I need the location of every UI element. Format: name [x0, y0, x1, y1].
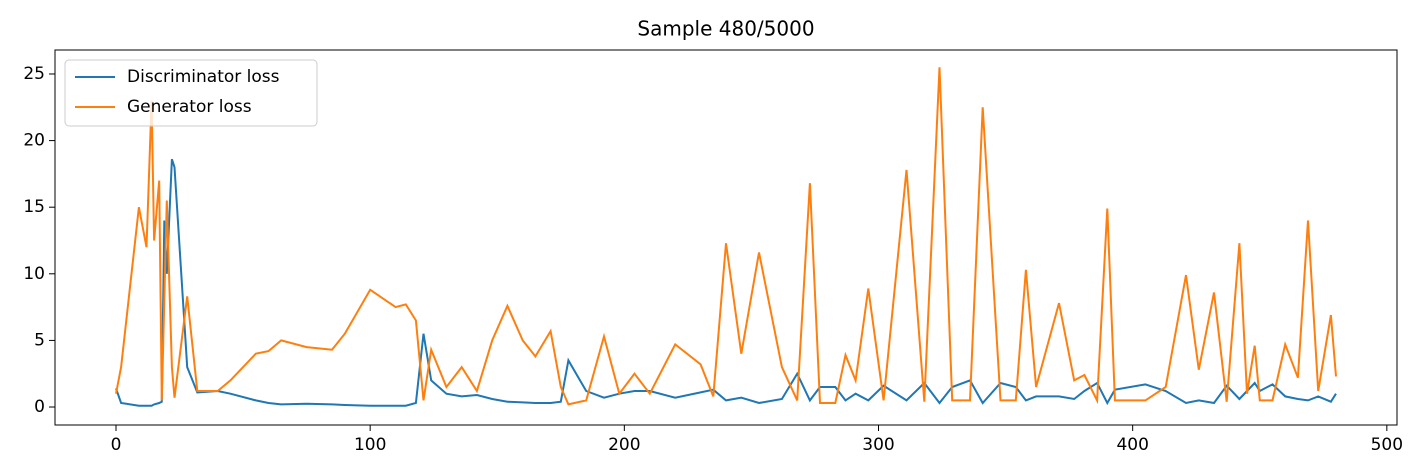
plot-frame [54, 49, 1398, 426]
series-line [115, 67, 1337, 406]
y-tick-label: 10 [23, 264, 45, 284]
y-tick-label: 25 [23, 64, 45, 84]
x-tick-label: 0 [111, 435, 122, 455]
x-tick-label: 200 [608, 435, 640, 455]
y-tick-label: 20 [23, 131, 45, 151]
legend-label: Generator loss [127, 97, 252, 117]
x-tick-label: 100 [354, 435, 386, 455]
legend-label: Discriminator loss [127, 67, 280, 87]
legend-box [64, 59, 318, 127]
y-tick-label: 15 [23, 197, 45, 217]
series-line [115, 158, 1337, 407]
y-tick-label: 5 [34, 330, 45, 350]
x-tick-label: 300 [862, 435, 894, 455]
x-tick-label: 500 [1371, 435, 1403, 455]
x-tick-label: 400 [1116, 435, 1148, 455]
y-tick-label: 0 [34, 397, 45, 417]
chart-title: Sample 480/5000 [637, 17, 814, 41]
